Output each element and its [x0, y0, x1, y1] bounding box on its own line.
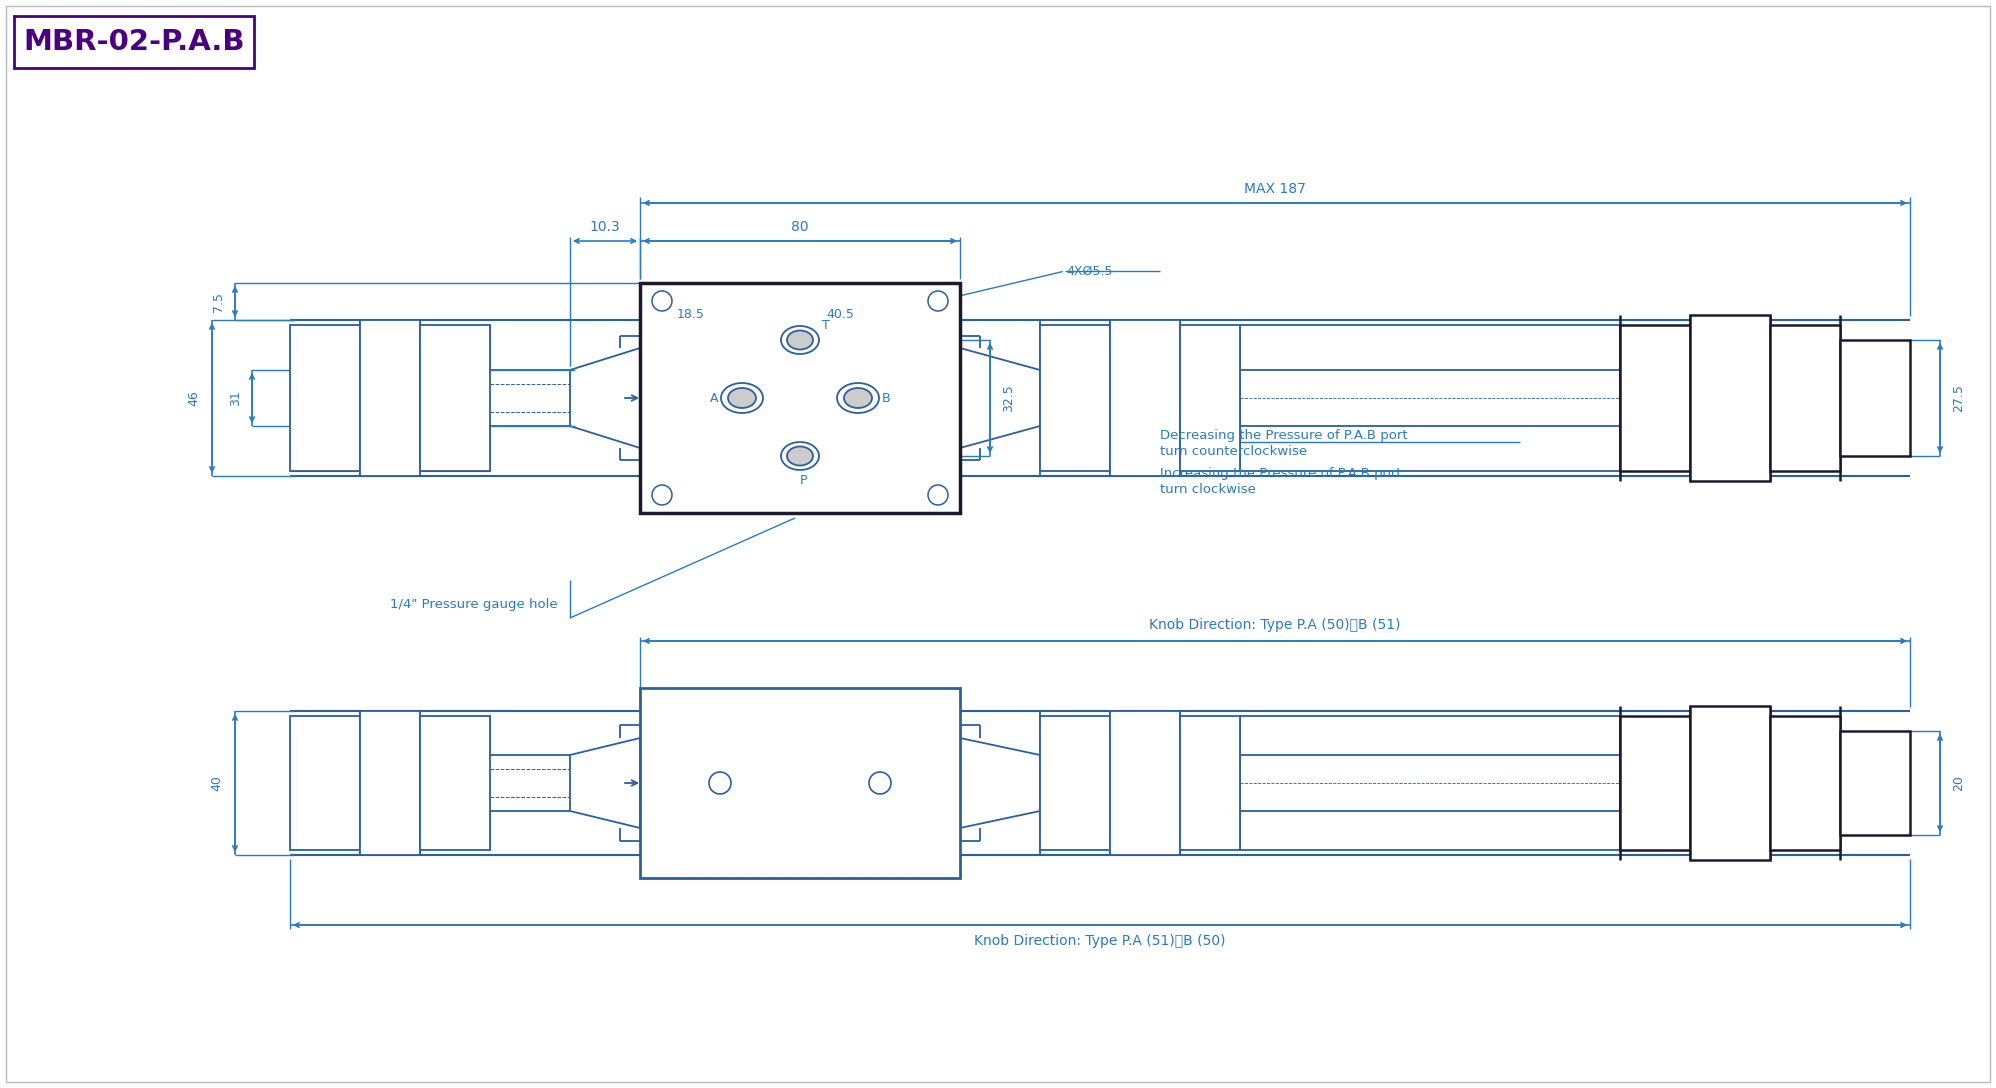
Text: Knob Direction: Type P.A (51)、B (50): Knob Direction: Type P.A (51)、B (50)	[974, 934, 1226, 948]
Bar	[1040, 325, 1110, 471]
Bar	[359, 320, 419, 477]
Bar	[1691, 316, 1770, 481]
Bar	[359, 710, 419, 855]
Bar	[1180, 325, 1240, 471]
Text: Decreasing the Pressure of P.A.B port: Decreasing the Pressure of P.A.B port	[1160, 429, 1407, 442]
Bar	[1110, 320, 1180, 477]
Text: 40: 40	[210, 775, 224, 791]
Circle shape	[928, 485, 948, 505]
Circle shape	[653, 290, 673, 311]
Bar	[1621, 325, 1691, 471]
Ellipse shape	[786, 331, 812, 349]
Text: P: P	[800, 474, 808, 487]
Text: A: A	[709, 392, 719, 405]
Ellipse shape	[780, 326, 818, 354]
Circle shape	[709, 772, 731, 794]
Text: B: B	[882, 392, 890, 405]
Text: 4XØ5.5: 4XØ5.5	[1066, 264, 1112, 277]
FancyBboxPatch shape	[14, 16, 253, 67]
Text: MBR-02-P.A.B: MBR-02-P.A.B	[24, 28, 246, 55]
Bar	[1040, 716, 1110, 850]
Bar	[1621, 716, 1691, 850]
Ellipse shape	[844, 388, 872, 408]
Text: 7.5: 7.5	[212, 292, 226, 311]
Text: Increasing the Pressure of P.A.B port: Increasing the Pressure of P.A.B port	[1160, 467, 1401, 480]
Text: 1/4" Pressure gauge hole: 1/4" Pressure gauge hole	[389, 598, 557, 611]
Text: 46: 46	[188, 391, 200, 406]
Bar	[1770, 716, 1840, 850]
Text: T: T	[822, 319, 830, 332]
Bar	[641, 688, 960, 878]
Ellipse shape	[729, 388, 756, 408]
Circle shape	[928, 290, 948, 311]
Text: MAX 187: MAX 187	[1244, 182, 1305, 196]
Ellipse shape	[836, 383, 878, 413]
Text: turn counterclockwise: turn counterclockwise	[1160, 445, 1307, 458]
Text: 31: 31	[230, 391, 242, 406]
Bar	[419, 325, 489, 471]
Bar	[289, 325, 359, 471]
Bar	[1110, 710, 1180, 855]
Text: 10.3: 10.3	[589, 220, 621, 234]
Bar	[1840, 731, 1910, 834]
Bar	[1840, 339, 1910, 456]
Circle shape	[868, 772, 890, 794]
Bar	[641, 283, 960, 514]
Circle shape	[653, 485, 673, 505]
Bar	[1770, 325, 1840, 471]
Bar	[419, 716, 489, 850]
Text: 40.5: 40.5	[826, 308, 854, 321]
Text: turn clockwise: turn clockwise	[1160, 483, 1255, 496]
Text: Knob Direction: Type P.A (50)、B (51): Knob Direction: Type P.A (50)、B (51)	[1150, 618, 1401, 632]
Text: 27.5: 27.5	[1952, 384, 1964, 412]
Text: 32.5: 32.5	[1002, 384, 1016, 412]
Ellipse shape	[780, 442, 818, 470]
Text: 18.5: 18.5	[677, 308, 705, 321]
Bar	[1180, 716, 1240, 850]
Bar	[289, 716, 359, 850]
Ellipse shape	[721, 383, 762, 413]
Bar	[1691, 706, 1770, 860]
Text: 80: 80	[790, 220, 808, 234]
Ellipse shape	[786, 446, 812, 466]
Text: 20: 20	[1952, 775, 1964, 791]
